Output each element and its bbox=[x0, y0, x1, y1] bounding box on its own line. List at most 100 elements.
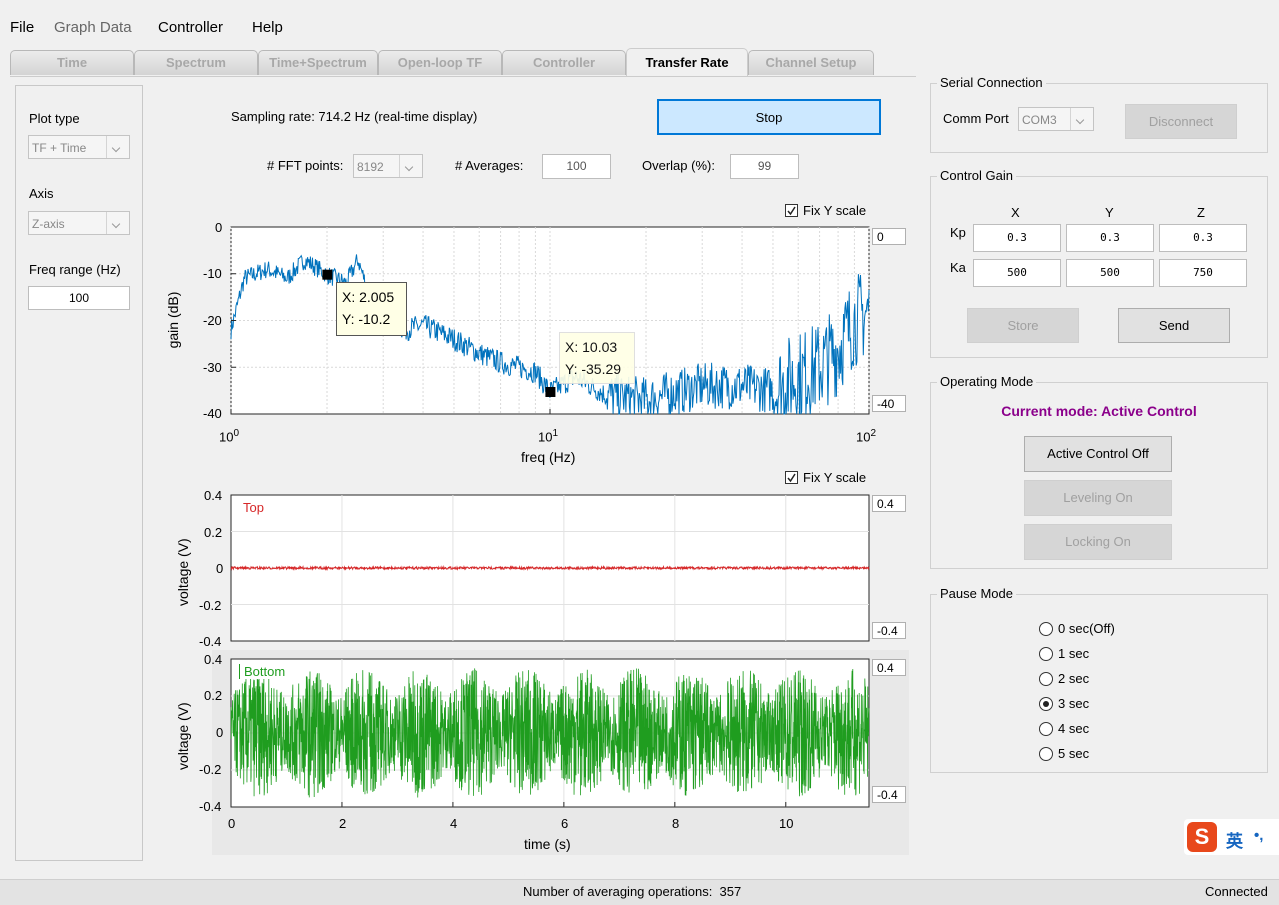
ime-punct: •, bbox=[1254, 827, 1264, 844]
comm-port-select[interactable]: COM3 bbox=[1018, 107, 1094, 131]
plot-type-select[interactable]: TF + Time bbox=[28, 135, 130, 159]
tab-transfer-rate[interactable]: Transfer Rate bbox=[626, 48, 748, 77]
tf-xtick-1: 101 bbox=[538, 428, 558, 444]
tf-ytick-4: -40 bbox=[203, 406, 222, 421]
averages-label: # Averages: bbox=[455, 158, 524, 173]
tab-strip: Time Spectrum Time+Spectrum Open-loop TF… bbox=[10, 48, 880, 78]
radio-selected-icon[interactable] bbox=[1039, 697, 1053, 711]
tab-spectrum[interactable]: Spectrum bbox=[134, 50, 258, 75]
current-mode-text: Current mode: Active Control bbox=[1001, 403, 1197, 419]
menu-file[interactable]: File bbox=[10, 19, 35, 36]
tf-xtick-1-exp: 1 bbox=[552, 428, 559, 439]
radio-icon[interactable] bbox=[1039, 747, 1053, 761]
tab-time[interactable]: Time bbox=[10, 50, 134, 75]
status-bar: Number of averaging operations: 357 Conn… bbox=[0, 879, 1279, 905]
top-ymax-input[interactable]: 0.4 bbox=[872, 495, 906, 512]
fix-y-scale-checkbox-tf[interactable] bbox=[785, 204, 798, 217]
datatip-1[interactable]: X: 2.005 Y: -10.2 bbox=[336, 282, 407, 336]
menu-graph-data[interactable]: Graph Data bbox=[54, 19, 132, 36]
chevron-down-icon bbox=[106, 136, 129, 158]
store-button[interactable]: Store bbox=[967, 308, 1079, 343]
disconnect-button[interactable]: Disconnect bbox=[1125, 104, 1237, 139]
tf-ymax-input[interactable]: 0 bbox=[872, 228, 906, 245]
pause-mode-group: Pause Mode 0 sec(Off) 1 sec 2 sec 3 sec … bbox=[930, 586, 1268, 773]
menu-controller[interactable]: Controller bbox=[158, 19, 224, 36]
tab-open-loop-tf[interactable]: Open-loop TF bbox=[378, 50, 502, 75]
tf-xtick-1-base: 10 bbox=[538, 429, 553, 445]
bottom-ytick-2: 0 bbox=[216, 725, 224, 740]
bottom-line-series bbox=[230, 668, 870, 798]
bottom-ymin-input[interactable]: -0.4 bbox=[872, 786, 906, 803]
tab-panel bbox=[10, 76, 916, 867]
fft-points-value: 8192 bbox=[357, 160, 384, 174]
tab-time-spectrum[interactable]: Time+Spectrum bbox=[258, 50, 378, 75]
datatip-2-y: Y: -35.29 bbox=[565, 361, 622, 377]
overlap-label: Overlap (%): bbox=[642, 158, 715, 173]
bottom-ytick-3: -0.2 bbox=[199, 762, 222, 777]
operating-mode-group: Operating Mode Current mode: Active Cont… bbox=[930, 374, 1268, 569]
top-ylabel: voltage (V) bbox=[175, 538, 191, 606]
chevron-down-icon bbox=[399, 155, 422, 177]
bottom-xtick-1: 2 bbox=[339, 816, 347, 831]
active-control-off-button[interactable]: Active Control Off bbox=[1024, 436, 1172, 472]
radio-icon[interactable] bbox=[1039, 722, 1053, 736]
freq-range-input[interactable]: 100 bbox=[28, 286, 130, 310]
overlap-input[interactable]: 99 bbox=[730, 154, 799, 179]
comm-port-label: Comm Port bbox=[943, 111, 1009, 126]
tf-ytick-1: -10 bbox=[203, 266, 222, 281]
tab-channel-setup[interactable]: Channel Setup bbox=[748, 50, 874, 75]
bottom-xtick-0: 0 bbox=[228, 816, 236, 831]
top-ytick-1: 0.2 bbox=[204, 525, 223, 540]
top-line-series bbox=[230, 564, 870, 572]
fix-y-scale-checkbox-time[interactable] bbox=[785, 471, 798, 484]
gain-col-x: X bbox=[1011, 205, 1020, 220]
control-gain-group: Control Gain X Y Z Kp Ka 0.3 0.3 0.3 500… bbox=[930, 168, 1268, 358]
radio-icon[interactable] bbox=[1039, 622, 1053, 636]
axis-select[interactable]: Z-axis bbox=[28, 211, 130, 235]
send-button[interactable]: Send bbox=[1118, 308, 1230, 343]
tf-ymin-input[interactable]: -40 bbox=[872, 395, 906, 412]
bottom-xtick-3: 6 bbox=[561, 816, 569, 831]
bottom-ymax-input[interactable]: 0.4 bbox=[872, 659, 906, 676]
sampling-rate-text: Sampling rate: 714.2 Hz (real-time displ… bbox=[231, 109, 478, 124]
tab-controller[interactable]: Controller bbox=[502, 50, 626, 75]
ka-y-input[interactable]: 500 bbox=[1066, 259, 1154, 287]
kp-y-input[interactable]: 0.3 bbox=[1066, 224, 1154, 252]
ime-indicator[interactable]: S 英 •, bbox=[1184, 819, 1279, 855]
ka-z-input[interactable]: 750 bbox=[1159, 259, 1247, 287]
leveling-on-button[interactable]: Leveling On bbox=[1024, 480, 1172, 516]
datatip-1-x: X: 2.005 bbox=[342, 289, 395, 305]
menu-help[interactable]: Help bbox=[252, 19, 283, 36]
gain-col-z: Z bbox=[1197, 205, 1205, 220]
ka-x-input[interactable]: 500 bbox=[973, 259, 1061, 287]
fft-points-select[interactable]: 8192 bbox=[353, 154, 423, 178]
freq-range-label: Freq range (Hz) bbox=[29, 262, 121, 277]
radio-icon[interactable] bbox=[1039, 647, 1053, 661]
locking-on-button[interactable]: Locking On bbox=[1024, 524, 1172, 560]
datatip-2[interactable]: X: 10.03 Y: -35.29 bbox=[559, 332, 635, 384]
kp-label: Kp bbox=[950, 225, 966, 240]
pause-option-label: 1 sec bbox=[1058, 646, 1090, 661]
averages-input[interactable]: 100 bbox=[542, 154, 611, 179]
pause-option-label: 2 sec bbox=[1058, 671, 1090, 686]
kp-x-input[interactable]: 0.3 bbox=[973, 224, 1061, 252]
kp-z-input[interactable]: 0.3 bbox=[1159, 224, 1247, 252]
checkmark-icon bbox=[787, 206, 796, 216]
pause-option-label: 3 sec bbox=[1058, 696, 1090, 711]
top-ytick-3: -0.2 bbox=[199, 598, 222, 613]
stop-button[interactable]: Stop bbox=[657, 99, 881, 135]
top-legend: Top bbox=[243, 500, 264, 515]
chevron-down-icon bbox=[1070, 108, 1093, 130]
checkmark-icon bbox=[787, 473, 796, 483]
bottom-ylabel: voltage (V) bbox=[175, 702, 191, 770]
top-ymin-input[interactable]: -0.4 bbox=[872, 622, 906, 639]
operating-mode-title: Operating Mode bbox=[937, 374, 1037, 389]
tf-ytick-0: 0 bbox=[215, 220, 223, 235]
datatip-marker-2[interactable] bbox=[545, 386, 556, 397]
tf-ytick-3: -30 bbox=[203, 360, 222, 375]
datatip-marker-1[interactable] bbox=[322, 269, 333, 280]
tf-xtick-0-base: 10 bbox=[219, 429, 234, 445]
radio-icon[interactable] bbox=[1039, 672, 1053, 686]
axis-label: Axis bbox=[29, 186, 54, 201]
connection-status: Connected bbox=[1205, 884, 1268, 899]
